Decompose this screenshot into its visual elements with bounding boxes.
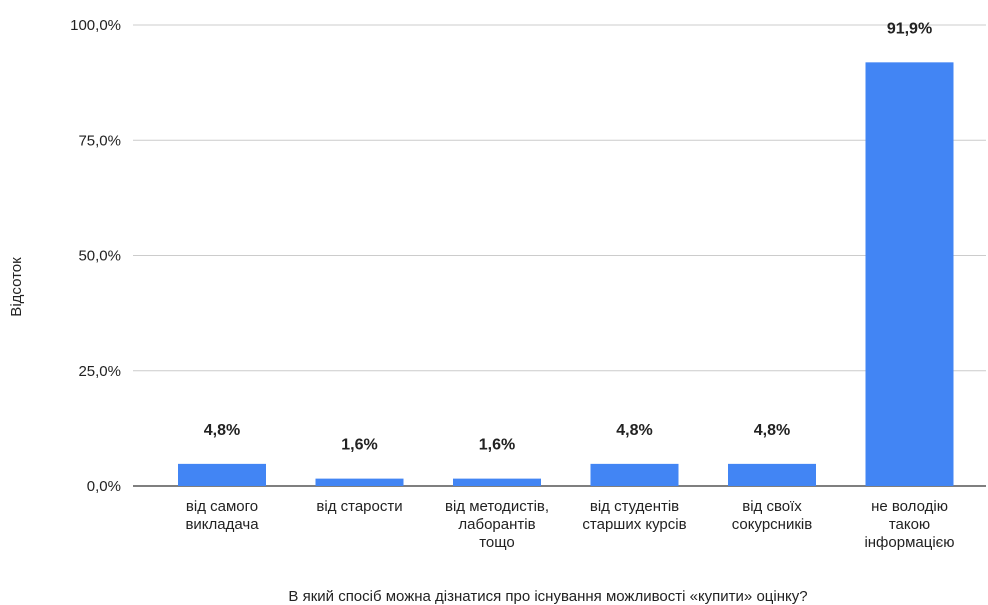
- y-tick-label: 75,0%: [78, 132, 121, 149]
- bar: [728, 463, 816, 486]
- data-label: 91,9%: [887, 20, 932, 37]
- data-label: 4,8%: [204, 422, 240, 439]
- x-tick-label: не володію такою інформацією: [864, 498, 954, 551]
- data-label: 1,6%: [479, 437, 515, 454]
- bar: [315, 478, 404, 486]
- x-tick-label: від своїх сокурсників: [732, 498, 812, 533]
- bar: [178, 463, 266, 486]
- y-tick-label: 25,0%: [78, 363, 121, 380]
- y-tick-label: 50,0%: [78, 248, 121, 265]
- data-labels: 4,8% 1,6% 1,6% 4,8% 4,8% 91,9%: [204, 20, 932, 453]
- gridlines: [133, 24, 986, 487]
- x-axis-ticks: від самого викладача від старости від метод…: [185, 498, 954, 551]
- y-axis-title: Відсоток: [8, 257, 25, 317]
- y-tick-label: 0,0%: [87, 478, 121, 495]
- bar: [453, 478, 541, 486]
- data-label: 4,8%: [616, 422, 652, 439]
- data-label: 4,8%: [754, 422, 790, 439]
- y-axis-ticks: 0,0% 25,0% 50,0% 75,0% 100,0%: [70, 17, 121, 495]
- bar: [865, 62, 954, 486]
- bars: [178, 62, 954, 486]
- bar: [590, 463, 679, 486]
- x-tick-label: від студентів старших курсів: [582, 498, 686, 533]
- x-tick-label: від методистів, лаборантів тощо: [445, 498, 549, 551]
- data-label: 1,6%: [341, 437, 377, 454]
- y-tick-label: 100,0%: [70, 17, 121, 34]
- x-tick-label: від старости: [316, 498, 402, 515]
- x-tick-label: від самого викладача: [185, 498, 259, 533]
- x-axis-title: В який спосіб можна дізнатися про існува…: [288, 588, 807, 605]
